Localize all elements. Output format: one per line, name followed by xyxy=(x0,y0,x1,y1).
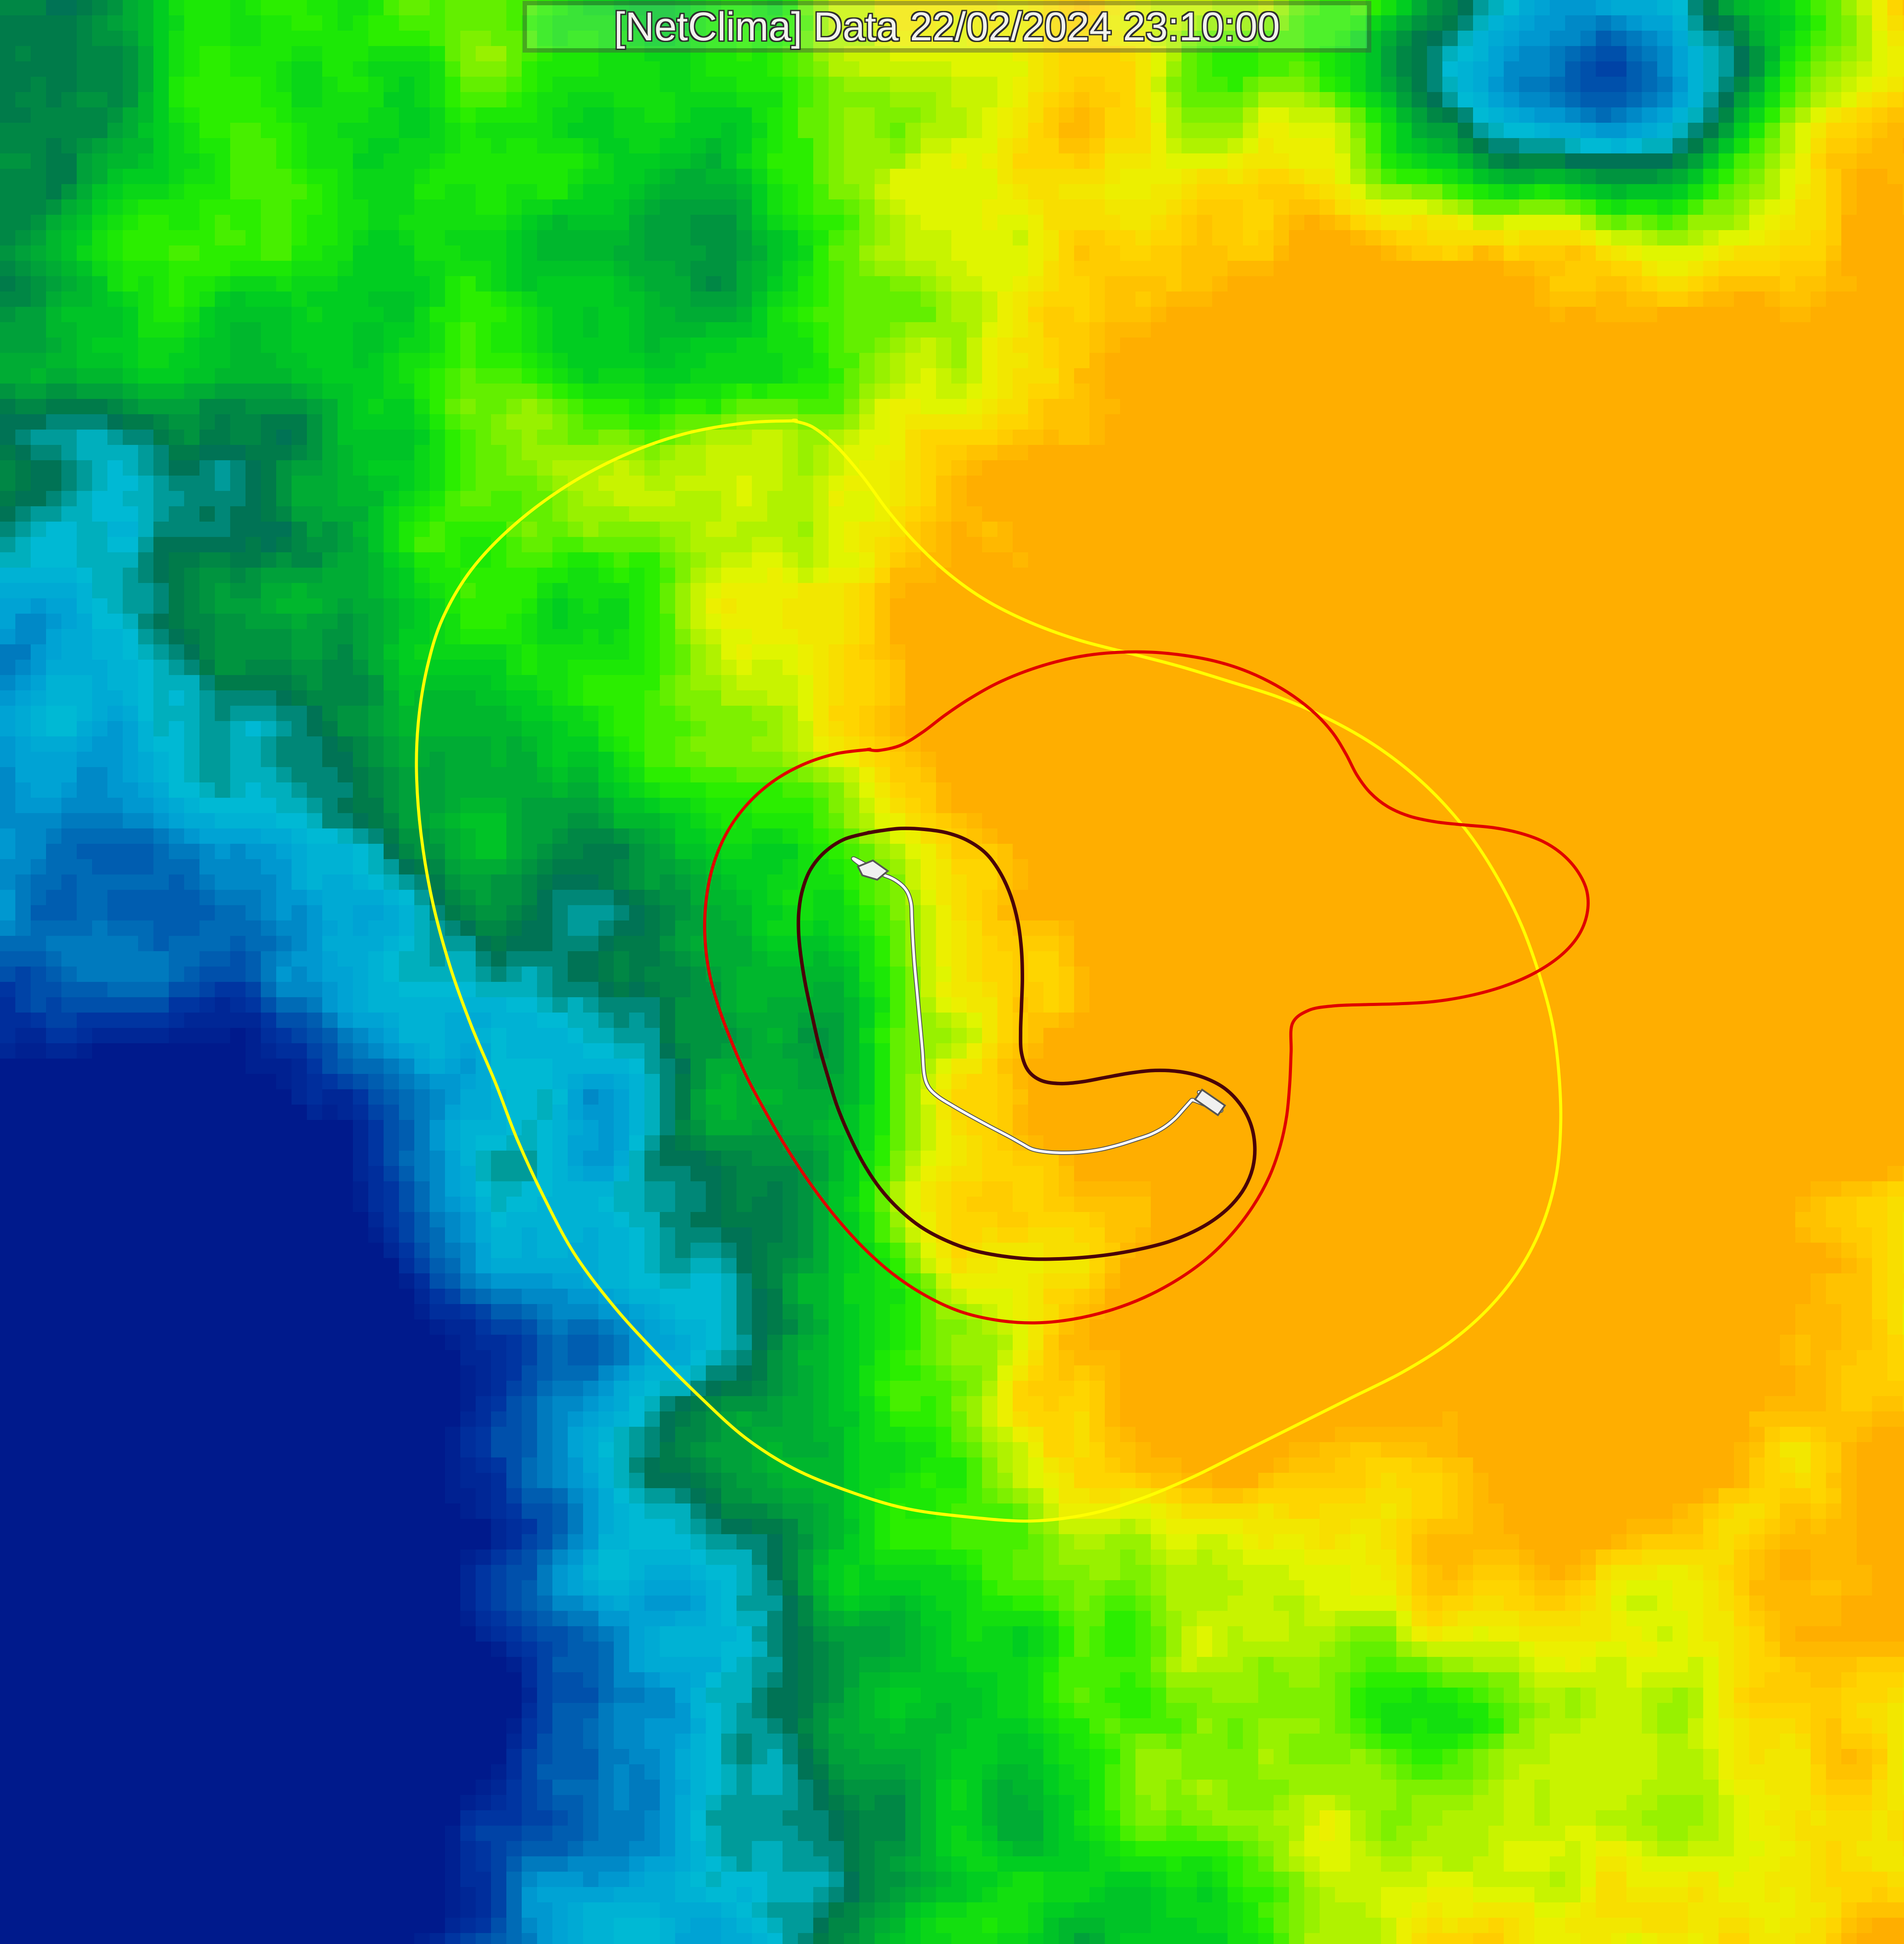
storm-track[interactable] xyxy=(852,857,1223,1154)
track-tail-barb-icon[interactable] xyxy=(1194,1088,1226,1116)
middle-contour[interactable] xyxy=(703,650,1590,1325)
storm-track-overlay xyxy=(851,856,1226,1155)
inner-contour[interactable] xyxy=(797,826,1257,1261)
storm-track-outline xyxy=(851,856,1224,1155)
outer-contour[interactable] xyxy=(415,419,1562,1523)
page-title: [NetClima] Data 22/02/2024 23:10:00 xyxy=(614,4,1280,49)
track-head-marker-icon[interactable] xyxy=(857,859,890,881)
title-overlay-bar[interactable]: [NetClima] Data 22/02/2024 23:10:00 xyxy=(523,1,1371,53)
contour-lines xyxy=(415,419,1590,1523)
